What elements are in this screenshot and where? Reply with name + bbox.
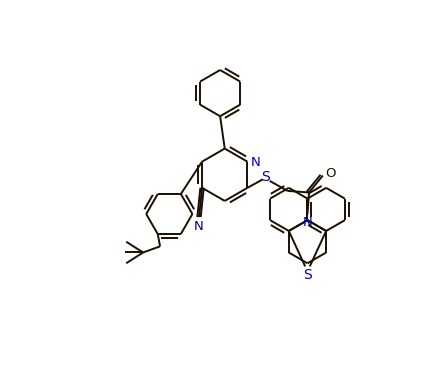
Text: N: N bbox=[194, 220, 204, 233]
Text: S: S bbox=[262, 170, 270, 184]
Text: N: N bbox=[251, 156, 260, 169]
Text: S: S bbox=[303, 268, 312, 282]
Text: N: N bbox=[303, 216, 312, 229]
Text: O: O bbox=[325, 167, 335, 180]
